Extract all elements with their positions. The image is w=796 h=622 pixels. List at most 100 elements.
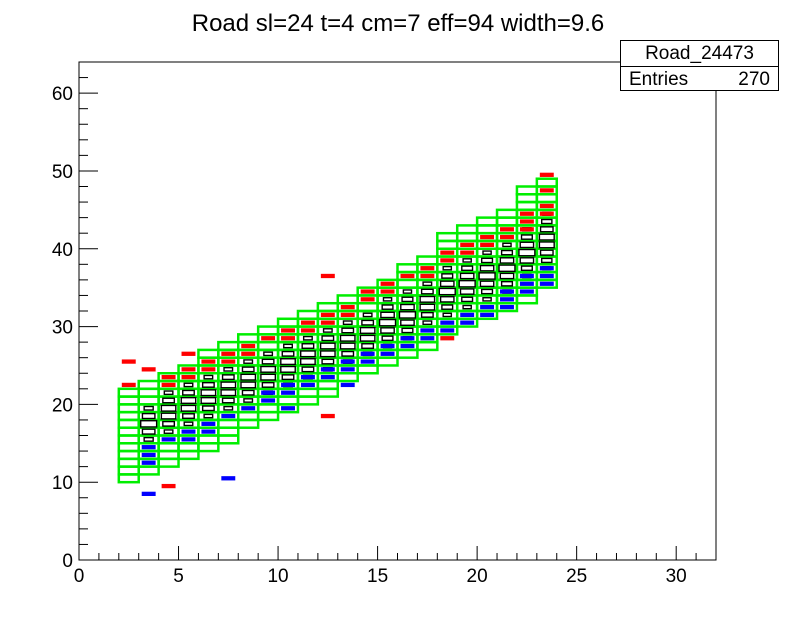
road-layer <box>117 177 558 484</box>
upper-cell <box>221 351 236 356</box>
upper-cell <box>340 312 355 318</box>
upper-cell <box>300 320 315 325</box>
lower-cell <box>500 297 514 302</box>
upper-cell <box>420 266 435 271</box>
lower-cell <box>181 429 196 434</box>
hit-bin <box>163 429 174 434</box>
upper-cell <box>161 382 176 388</box>
x-tick-label: 5 <box>173 566 184 587</box>
hit-bin <box>261 381 275 388</box>
road-bin <box>117 387 140 398</box>
hit-bin <box>319 350 336 358</box>
hit-bin <box>180 396 197 405</box>
upper-cell <box>440 258 455 263</box>
hit-bin <box>518 248 536 257</box>
lower-cell <box>281 390 295 395</box>
upper-cell <box>121 382 136 388</box>
hit-bin <box>439 280 455 288</box>
stats-entries-row: Entries 270 <box>621 67 778 92</box>
hit-bin <box>520 234 533 240</box>
lower-cell <box>460 312 475 318</box>
road-bin <box>237 333 260 344</box>
road-bin <box>137 379 160 391</box>
road-bin <box>535 177 558 188</box>
upper-cell <box>241 351 256 356</box>
lower-cell <box>400 336 415 341</box>
hit-bin <box>478 272 496 280</box>
hit-bin <box>481 257 494 264</box>
upper-cell <box>181 367 196 372</box>
lower-cell <box>261 390 276 395</box>
upper-cell <box>460 242 475 247</box>
upper-cell <box>181 351 196 356</box>
hit-bin <box>462 304 472 310</box>
lower-cell <box>420 336 435 341</box>
hit-bin <box>479 264 495 272</box>
stats-entries-value: 270 <box>738 69 770 90</box>
hit-bin <box>441 304 454 310</box>
upper-cell <box>320 413 335 419</box>
upper-cell <box>181 375 196 380</box>
hit-bin <box>243 398 254 403</box>
x-tick-label: 10 <box>267 566 288 587</box>
hit-bin <box>419 295 436 303</box>
upper-cell <box>440 250 455 255</box>
lower-cell <box>201 421 216 426</box>
hit-bin <box>182 389 195 396</box>
hit-bin <box>221 397 235 404</box>
upper-cell <box>360 297 375 302</box>
upper-cell <box>141 367 156 372</box>
upper-cell <box>539 203 554 209</box>
hit-bin <box>402 289 413 294</box>
y-tick-label: 40 <box>52 240 73 261</box>
x-tick-label: 20 <box>467 566 488 587</box>
hit-bin <box>422 281 433 287</box>
stats-name: Road_24473 <box>621 41 778 67</box>
hit-bin <box>458 279 476 288</box>
lower-cell <box>261 398 276 403</box>
hit-bin <box>361 319 375 326</box>
lower-cell <box>380 343 395 349</box>
hit-bin <box>462 258 472 263</box>
hit-bin <box>321 335 335 342</box>
upper-cell <box>360 289 375 294</box>
hit-bin <box>499 257 515 264</box>
hit-bin <box>401 296 414 303</box>
upper-cell <box>161 483 176 489</box>
hit-bin <box>302 335 313 341</box>
lower-cell <box>460 320 475 325</box>
hit-bin <box>422 320 433 326</box>
hit-bin <box>438 287 456 296</box>
lower-cell <box>241 406 256 411</box>
upper-cell <box>519 211 534 216</box>
lower-cell <box>500 304 514 310</box>
hit-bin <box>541 218 553 225</box>
hit-bin <box>378 318 397 327</box>
lower-cell <box>420 328 435 333</box>
hit-bin <box>401 327 414 334</box>
hit-bin <box>263 351 274 357</box>
hit-bin <box>398 311 417 319</box>
road-bin <box>217 340 240 352</box>
hit-bin <box>538 233 555 241</box>
hit-bin <box>183 421 194 427</box>
lower-cell <box>539 266 554 271</box>
hit-bin <box>479 280 495 288</box>
hit-bin <box>442 265 453 271</box>
hit-bin <box>380 311 395 319</box>
hit-bin <box>461 265 474 272</box>
road-bin <box>416 255 439 266</box>
hit-bin <box>221 374 235 381</box>
hit-bin <box>280 358 296 366</box>
hit-bin <box>502 242 512 248</box>
hit-bin <box>381 304 394 310</box>
hit-bin <box>201 405 215 412</box>
upper-cell <box>281 336 295 341</box>
hit-bin <box>381 335 394 342</box>
hit-bin <box>442 312 453 318</box>
hit-bin <box>341 327 355 334</box>
lower-cell <box>480 304 495 310</box>
hit-bin <box>341 350 355 357</box>
hit-bin <box>498 264 516 273</box>
hit-bin <box>342 320 353 326</box>
